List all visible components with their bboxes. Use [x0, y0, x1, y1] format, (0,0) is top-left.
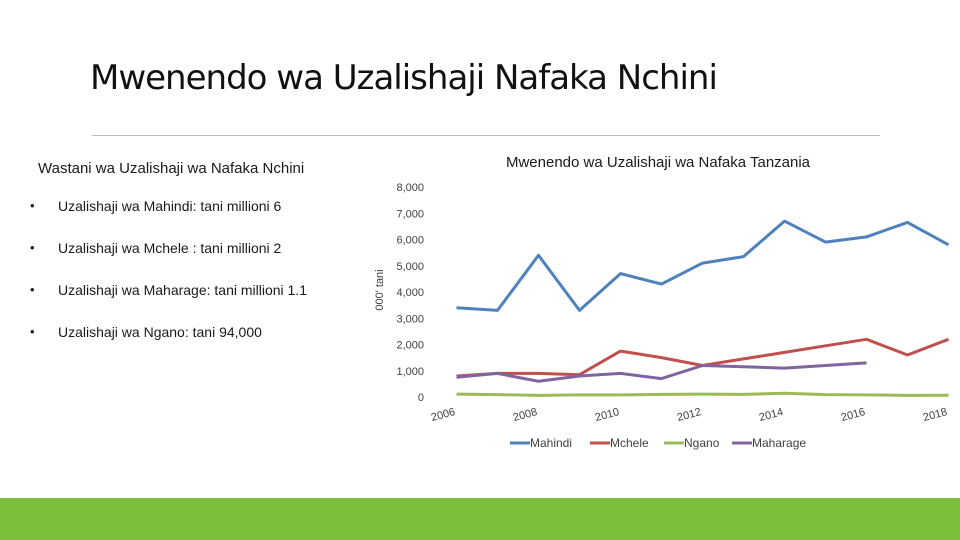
legend-label-maharage: Maharage: [752, 436, 806, 450]
y-tick-label: 1,000: [396, 366, 424, 378]
legend-label-mchele: Mchele: [610, 436, 649, 450]
y-tick-label: 3,000: [396, 313, 424, 325]
y-tick-label: 2,000: [396, 340, 424, 352]
left-heading: Wastani wa Uzalishaji wa Nafaka Nchini: [38, 160, 305, 177]
x-tick-label: 2014: [758, 406, 785, 424]
footer-bar: [0, 498, 960, 540]
y-tick-label: 7,000: [396, 208, 424, 220]
series-line-maharage: [456, 361, 867, 383]
y-tick-label: 5,000: [396, 261, 424, 273]
bullet-glyph: •: [30, 324, 35, 339]
x-tick-label: 2008: [512, 406, 539, 424]
x-tick-label: 2016: [840, 406, 867, 424]
x-tick-labels: 2006 2008 2010 2012 2014 2016 2018: [430, 406, 949, 424]
page-title: Mwenendo wa Uzalishaji Nafaka Nchini: [90, 58, 718, 98]
series-line-mchele: [456, 337, 950, 378]
legend-label-ngano: Ngano: [684, 436, 720, 450]
x-tick-label: 2006: [430, 406, 457, 424]
series-lines: [456, 219, 950, 397]
y-tick-labels: 0 1,000 2,000 3,000 4,000 5,000 6,000 7,000 8,00…: [396, 182, 424, 404]
title-divider: [92, 135, 880, 136]
bullet-glyph: •: [30, 198, 35, 213]
line-chart: Mwenendo wa Uzalishaji wa Nafaka Tanzani…: [374, 154, 950, 450]
y-tick-label: 4,000: [396, 287, 424, 299]
bullet-glyph: •: [30, 282, 35, 297]
bullet-glyph: •: [30, 240, 35, 255]
chart-title: Mwenendo wa Uzalishaji wa Nafaka Tanzani…: [506, 154, 811, 171]
series-line-ngano: [456, 391, 949, 397]
x-tick-label: 2012: [676, 406, 703, 424]
y-axis-label: 000' tani: [374, 269, 386, 310]
x-tick-label: 2010: [594, 406, 621, 424]
chart-legend: Mahindi Mchele Ngano Maharage: [510, 436, 806, 450]
legend-label-mahindi: Mahindi: [530, 436, 572, 450]
y-tick-label: 6,000: [396, 235, 424, 247]
y-tick-label: 8,000: [396, 182, 424, 194]
series-line-mahindi: [456, 219, 950, 312]
x-tick-label: 2018: [922, 406, 949, 424]
y-tick-label: 0: [418, 392, 424, 404]
